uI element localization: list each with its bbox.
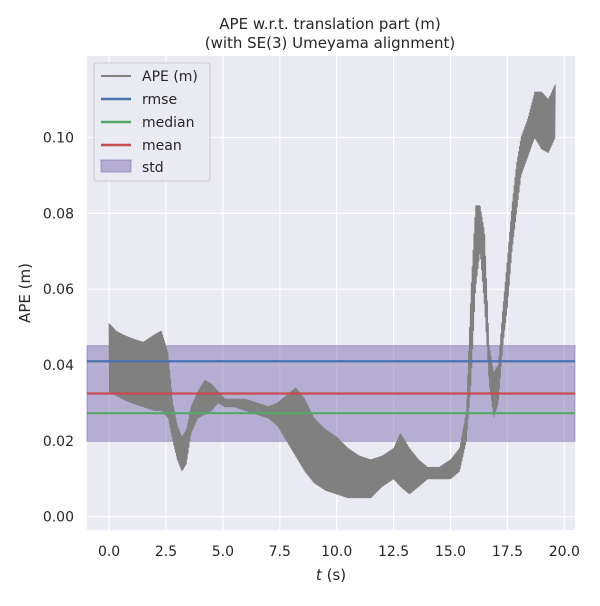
x-tick-label: 5.0 <box>212 544 234 560</box>
x-axis-label: t (s) <box>316 566 346 584</box>
x-tick-label: 15.0 <box>435 544 466 560</box>
legend-label-median: median <box>142 115 194 131</box>
legend: APE (m) rmse median mean std <box>93 62 211 182</box>
y-tick-label: 0.06 <box>43 282 74 298</box>
stat-lines <box>87 360 575 415</box>
ape-line <box>108 84 556 499</box>
y-tick-label: 0.02 <box>43 434 74 450</box>
y-tick-label: 0.10 <box>43 131 74 147</box>
legend-label-rmse: rmse <box>142 92 177 108</box>
x-tick-label: 10.0 <box>321 544 352 560</box>
x-tick-label: 12.5 <box>378 544 409 560</box>
chart-subtitle: (with SE(3) Umeyama alignment) <box>205 34 456 52</box>
legend-label-mean: mean <box>142 138 182 154</box>
x-tick-label: 7.5 <box>269 544 291 560</box>
chart-title: APE w.r.t. translation part (m) <box>219 15 440 33</box>
y-axis-label: APE (m) <box>16 263 34 323</box>
x-tick-label: 17.5 <box>492 544 523 560</box>
legend-frame <box>93 62 211 182</box>
y-tick-label: 0.00 <box>43 510 74 526</box>
x-tick-label: 2.5 <box>155 544 177 560</box>
x-tick-label: 20.0 <box>549 544 580 560</box>
x-tick-labels: 0.0 2.5 5.0 7.5 10.0 12.5 15.0 17.5 20.0 <box>98 544 580 560</box>
y-tick-labels: 0.00 0.02 0.04 0.06 0.08 0.10 <box>43 131 74 526</box>
legend-label-ape: APE (m) <box>142 69 198 85</box>
ape-series <box>108 84 556 499</box>
x-tick-label: 0.0 <box>98 544 120 560</box>
y-tick-label: 0.08 <box>43 206 74 222</box>
legend-label-std: std <box>142 160 164 176</box>
y-tick-label: 0.04 <box>43 358 74 374</box>
legend-swatch-std <box>100 159 132 173</box>
